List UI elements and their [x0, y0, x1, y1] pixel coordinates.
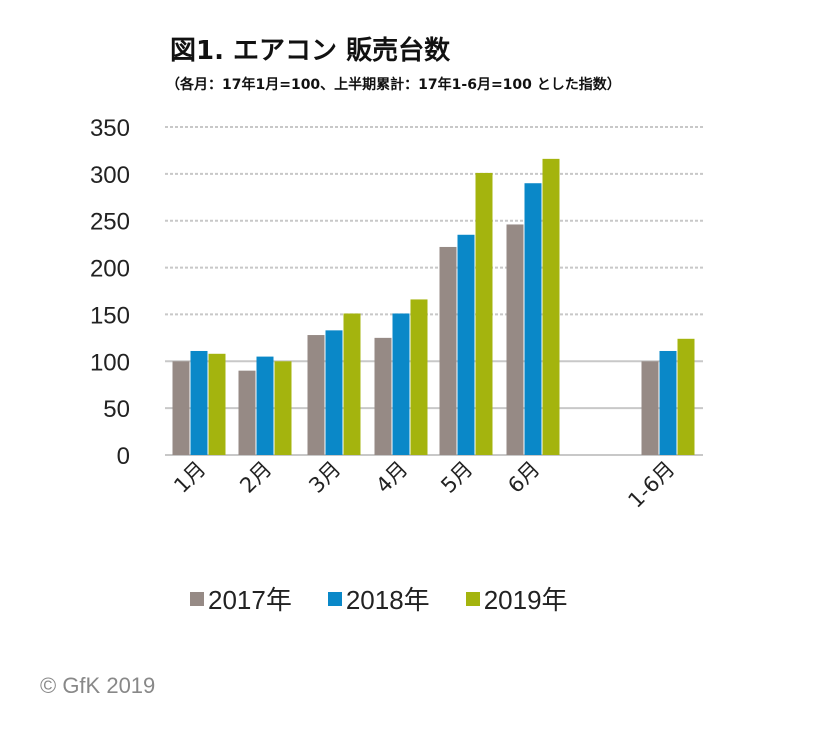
y-tick-label: 250	[90, 209, 130, 236]
bar-2018年-4月	[392, 313, 410, 455]
legend-label: 2018年	[345, 585, 430, 615]
legend-label: 2017年	[208, 585, 292, 615]
bar-2019年-4月	[410, 299, 428, 455]
legend-swatch	[465, 591, 480, 606]
bar-2019年-2月	[274, 361, 292, 455]
bar-2019年-6月	[542, 158, 560, 455]
x-tick-label: 5月	[436, 457, 477, 498]
legend: 2017年 2018年 2019年	[190, 580, 568, 617]
y-tick-label: 200	[90, 256, 130, 283]
bar-2019年-5月	[475, 172, 493, 456]
y-tick-label: 50	[103, 396, 130, 423]
legend-label: 2019年	[483, 585, 568, 615]
y-tick-label: 300	[90, 162, 130, 189]
bar-2018年-3月	[325, 330, 343, 455]
x-tick-label: 1-6月	[623, 457, 679, 513]
bar-2018年-1月	[190, 350, 208, 455]
bar-2017年-3月	[307, 335, 325, 455]
bar-2018年-1-6月	[659, 350, 677, 455]
bar-2017年-1-6月	[641, 361, 659, 455]
x-tick-label: 4月	[371, 457, 412, 498]
bar-2018年-5月	[457, 234, 475, 455]
x-tick-label: 3月	[304, 457, 345, 498]
bar-2019年-3月	[343, 313, 361, 455]
legend-item-2017: 2017年	[190, 580, 292, 617]
bar-2017年-2月	[238, 370, 256, 455]
legend-swatch	[190, 591, 204, 606]
bar-2017年-6月	[506, 224, 524, 455]
chart-title: 図1. エアコン 販売台数	[170, 36, 451, 66]
y-tick-label: 150	[90, 302, 130, 329]
chart-subtitle: （各月：17年1月=100、上半期累計：17年1-6月=100 とした指数）	[166, 77, 621, 93]
bar-2017年-1月	[172, 361, 190, 455]
bar-2017年-4月	[374, 337, 392, 455]
legend-swatch	[327, 591, 342, 606]
bar-2018年-6月	[524, 183, 542, 455]
x-tick-label: 2月	[235, 457, 276, 498]
y-tick-label: 0	[117, 443, 130, 470]
x-tick-label: 6月	[503, 457, 544, 498]
copyright: © GfK 2019	[40, 673, 156, 698]
x-tick-label: 1月	[169, 457, 210, 498]
bar-2019年-1-6月	[677, 338, 695, 455]
legend-item-2019: 2019年	[465, 580, 568, 617]
y-tick-label: 350	[90, 115, 130, 142]
bar-2019年-1月	[208, 353, 226, 455]
bar-2018年-2月	[256, 356, 274, 455]
y-tick-label: 100	[90, 349, 130, 376]
bar-2017年-5月	[439, 246, 457, 455]
legend-item-2018: 2018年	[327, 580, 430, 617]
